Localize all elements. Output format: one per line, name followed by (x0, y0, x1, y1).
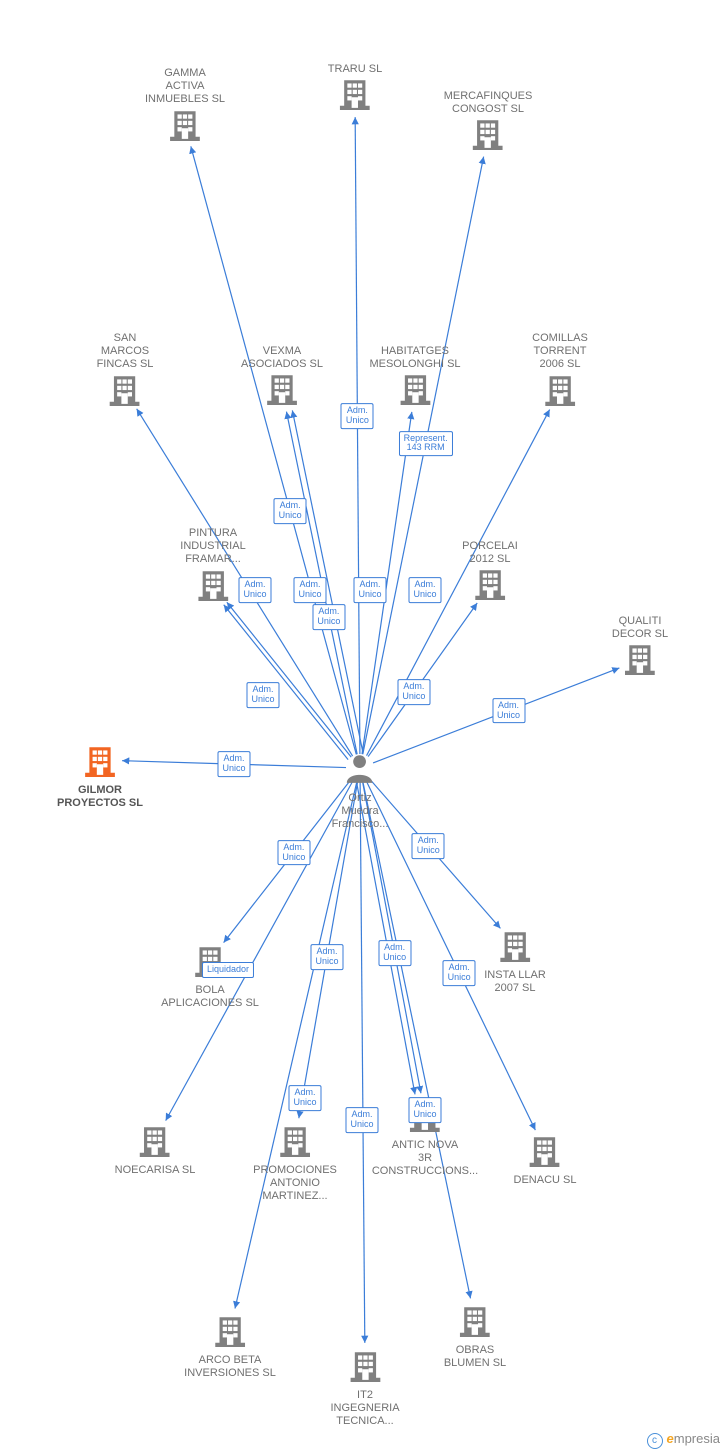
copyright-icon: c (647, 1433, 663, 1449)
company-node: PORCELAI 2012 SL (462, 538, 518, 605)
building-icon (543, 372, 577, 406)
building-icon (108, 372, 142, 406)
brand-text: mpresia (674, 1431, 720, 1446)
company-label: HABITATGES MESOLONGHI SL (369, 345, 460, 371)
company-node: NOECARISA SL (115, 1123, 196, 1177)
center-person: Ortiz Muedra Francisco... (332, 751, 389, 832)
edge-label: Adm.Unico (492, 698, 525, 724)
relation-edge (355, 117, 360, 754)
edge-label: Adm.Unico (378, 940, 411, 966)
edge-label: Adm.Unico (277, 840, 310, 866)
edge-label: Adm.Unico (397, 679, 430, 705)
building-icon (338, 76, 372, 110)
company-node: COMILLAS TORRENT 2006 SL (532, 330, 588, 411)
company-label: BOLA APLICACIONES SL (161, 984, 259, 1010)
company-node: INSTA LLAR 2007 SL (484, 928, 546, 995)
brand-accent: e (667, 1431, 674, 1446)
edge-label: Adm.Unico (408, 577, 441, 603)
edge-label: Adm.Unico (218, 751, 251, 777)
person-icon (343, 751, 377, 785)
edge-label: Represent.143 RRM (399, 431, 453, 457)
building-icon (471, 116, 505, 150)
company-node: IT2 INGEGNERIA TECNICA... (330, 1348, 399, 1429)
company-node: HABITATGES MESOLONGHI SL (369, 343, 460, 410)
building-icon (196, 567, 230, 601)
company-label: DENACU SL (514, 1174, 577, 1187)
edge-label: Adm.Unico (274, 498, 307, 524)
edge-label: Liquidador (202, 962, 254, 978)
edge-label: Adm.Unico (412, 833, 445, 859)
company-label: COMILLAS TORRENT 2006 SL (532, 332, 588, 372)
building-icon (213, 1313, 247, 1347)
company-label: ANTIC NOVA 3R CONSTRUCCIONS... (372, 1139, 478, 1179)
company-label: NOECARISA SL (115, 1164, 196, 1177)
building-icon (265, 371, 299, 405)
building-icon (398, 371, 432, 405)
company-node: VEXMA ASOCIADOS SL (241, 343, 323, 410)
company-node: OBRAS BLUMEN SL (444, 1303, 506, 1370)
company-label: MERCAFINQUES CONGOST SL (444, 90, 533, 116)
company-label: PINTURA INDUSTRIAL FRAMAR... (180, 527, 245, 567)
center-label: Ortiz Muedra Francisco... (332, 792, 389, 832)
company-node: DENACU SL (514, 1133, 577, 1187)
edge-label: Adm.Unico (345, 1107, 378, 1133)
company-node: PINTURA INDUSTRIAL FRAMAR... (180, 525, 245, 606)
edge-label: Adm.Unico (408, 1097, 441, 1123)
company-label: ARCO BETA INVERSIONES SL (184, 1354, 276, 1380)
company-label: SAN MARCOS FINCAS SL (97, 332, 154, 372)
company-label: VEXMA ASOCIADOS SL (241, 345, 323, 371)
edge-label: Adm.Unico (238, 577, 271, 603)
company-label: IT2 INGEGNERIA TECNICA... (330, 1389, 399, 1429)
company-node: MERCAFINQUES CONGOST SL (444, 88, 533, 155)
company-node: QUALITI DECOR SL (612, 613, 668, 680)
edge-label: Adm.Unico (312, 604, 345, 630)
edge-label: Adm.Unico (311, 944, 344, 970)
building-icon (473, 566, 507, 600)
company-label: PROMOCIONES ANTONIO MARTINEZ... (253, 1164, 337, 1204)
company-label: GAMMA ACTIVA INMUEBLES SL (145, 67, 225, 107)
company-node: SAN MARCOS FINCAS SL (97, 330, 154, 411)
building-icon (458, 1303, 492, 1337)
company-label: TRARU SL (328, 63, 382, 76)
relation-edge (360, 782, 365, 1343)
company-node: PROMOCIONES ANTONIO MARTINEZ... (253, 1123, 337, 1204)
building-icon (498, 928, 532, 962)
edge-label: Adm.Unico (341, 404, 374, 430)
edges-layer (0, 0, 728, 1455)
building-icon (278, 1123, 312, 1157)
building-icon (83, 743, 117, 777)
company-label: PORCELAI 2012 SL (462, 540, 518, 566)
edge-label: Adm.Unico (246, 682, 279, 708)
company-label: QUALITI DECOR SL (612, 615, 668, 641)
building-icon (623, 641, 657, 675)
relation-edge (363, 782, 471, 1299)
company-label: GILMOR PROYECTOS SL (57, 784, 143, 810)
company-node: ARCO BETA INVERSIONES SL (184, 1313, 276, 1380)
company-node: GILMOR PROYECTOS SL (57, 743, 143, 810)
building-icon (528, 1133, 562, 1167)
edge-label: Adm.Unico (353, 577, 386, 603)
relation-edge (191, 146, 357, 754)
building-icon (348, 1348, 382, 1382)
building-icon (138, 1123, 172, 1157)
building-icon (168, 107, 202, 141)
company-label: INSTA LLAR 2007 SL (484, 969, 546, 995)
company-node: GAMMA ACTIVA INMUEBLES SL (145, 65, 225, 146)
edge-label: Adm.Unico (443, 960, 476, 986)
company-label: OBRAS BLUMEN SL (444, 1344, 506, 1370)
watermark: cempresia (647, 1431, 720, 1449)
company-node: TRARU SL (328, 61, 382, 115)
edge-label: Adm.Unico (293, 577, 326, 603)
edge-label: Adm.Unico (288, 1085, 321, 1111)
